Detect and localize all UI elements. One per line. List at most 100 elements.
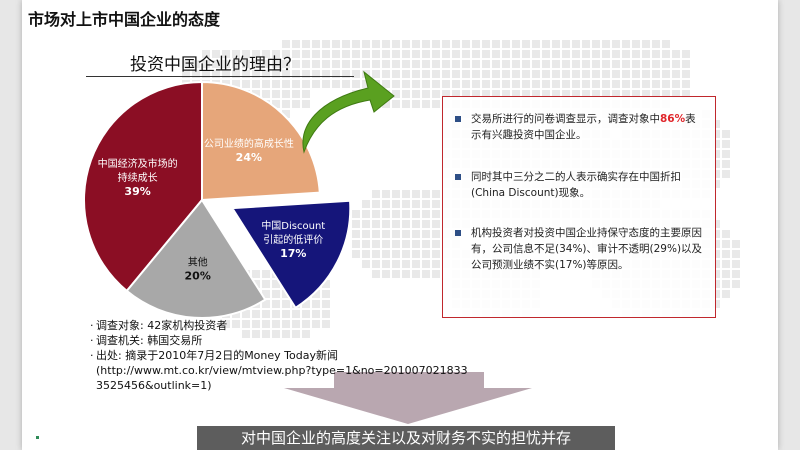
map-dot: [362, 210, 370, 218]
map-dot: [562, 80, 570, 88]
map-dot: [542, 50, 550, 58]
conclusion-banner: 对中国企业的高度关注以及对财务不实的担忧并存: [197, 426, 615, 450]
map-dot: [352, 80, 360, 88]
map-dot: [322, 310, 330, 318]
map-dot: [402, 260, 410, 268]
map-dot: [462, 50, 470, 58]
map-dot: [382, 50, 390, 58]
map-dot: [672, 70, 680, 78]
note-survey-target: 调查对象: 42家机构投资者: [96, 319, 228, 332]
map-dot: [632, 80, 640, 88]
map-dot: [362, 260, 370, 268]
map-dot: [422, 220, 430, 228]
map-dot: [562, 40, 570, 48]
map-dot: [622, 70, 630, 78]
map-dot: [212, 60, 220, 68]
map-dot: [242, 80, 250, 88]
map-dot: [312, 60, 320, 68]
map-dot: [482, 90, 490, 98]
map-dot: [472, 40, 480, 48]
map-dot: [432, 100, 440, 108]
slice-value-label: 24%: [236, 151, 262, 164]
map-dot: [262, 330, 270, 338]
map-dot: [262, 80, 270, 88]
map-dot: [262, 60, 270, 68]
slice-value-label: 17%: [280, 247, 306, 260]
map-dot: [712, 150, 720, 158]
map-dot: [422, 210, 430, 218]
map-dot: [412, 190, 420, 198]
map-dot: [722, 240, 730, 248]
map-dot: [432, 240, 440, 248]
map-dot: [592, 80, 600, 88]
map-dot: [392, 70, 400, 78]
map-dot: [642, 60, 650, 68]
map-dot: [422, 50, 430, 58]
map-dot: [362, 60, 370, 68]
map-dot: [482, 50, 490, 58]
map-dot: [312, 290, 320, 298]
map-dot: [412, 220, 420, 228]
map-dot: [272, 320, 280, 328]
map-dot: [382, 200, 390, 208]
map-dot: [432, 220, 440, 228]
map-dot: [192, 70, 200, 78]
map-dot: [452, 80, 460, 88]
map-dot: [462, 40, 470, 48]
map-dot: [332, 70, 340, 78]
map-dot: [372, 230, 380, 238]
map-dot: [392, 200, 400, 208]
map-dot: [382, 260, 390, 268]
map-dot: [592, 50, 600, 58]
map-dot: [282, 70, 290, 78]
map-dot: [642, 90, 650, 98]
map-dot: [362, 80, 370, 88]
map-dot: [532, 50, 540, 58]
map-dot: [432, 270, 440, 278]
map-dot: [532, 90, 540, 98]
map-dot: [252, 270, 260, 278]
map-dot: [292, 310, 300, 318]
map-dot: [252, 60, 260, 68]
map-dot: [392, 210, 400, 218]
map-dot: [712, 220, 720, 228]
map-dot: [572, 90, 580, 98]
map-dot: [302, 330, 310, 338]
map-dot: [412, 50, 420, 58]
map-dot: [292, 40, 300, 48]
slice-category-label: 中国经济及市场的: [98, 157, 178, 170]
map-dot: [712, 250, 720, 258]
map-dot: [642, 50, 650, 58]
map-dot: [382, 220, 390, 228]
slice-category-label: 中国Discount: [261, 219, 325, 232]
map-dot: [342, 70, 350, 78]
map-dot: [422, 90, 430, 98]
map-dot: [392, 90, 400, 98]
map-dot: [402, 70, 410, 78]
map-dot: [402, 200, 410, 208]
map-dot: [582, 80, 590, 88]
map-dot: [412, 240, 420, 248]
map-dot: [222, 320, 230, 328]
map-dot: [572, 70, 580, 78]
slice-value-label: 20%: [185, 269, 211, 282]
subtitle-underline: [86, 76, 354, 77]
map-dot: [722, 230, 730, 238]
map-dot: [652, 70, 660, 78]
map-dot: [232, 320, 240, 328]
map-dot: [322, 50, 330, 58]
map-dot: [312, 300, 320, 308]
map-dot: [532, 80, 540, 88]
map-dot: [672, 90, 680, 98]
map-dot: [542, 60, 550, 68]
map-dot: [262, 290, 270, 298]
map-dot: [462, 80, 470, 88]
map-dot: [392, 40, 400, 48]
map-dot: [622, 50, 630, 58]
map-dot: [562, 50, 570, 58]
map-dot: [372, 50, 380, 58]
map-dot: [712, 120, 720, 128]
map-dot: [312, 40, 320, 48]
map-dot: [412, 80, 420, 88]
map-dot: [492, 50, 500, 58]
